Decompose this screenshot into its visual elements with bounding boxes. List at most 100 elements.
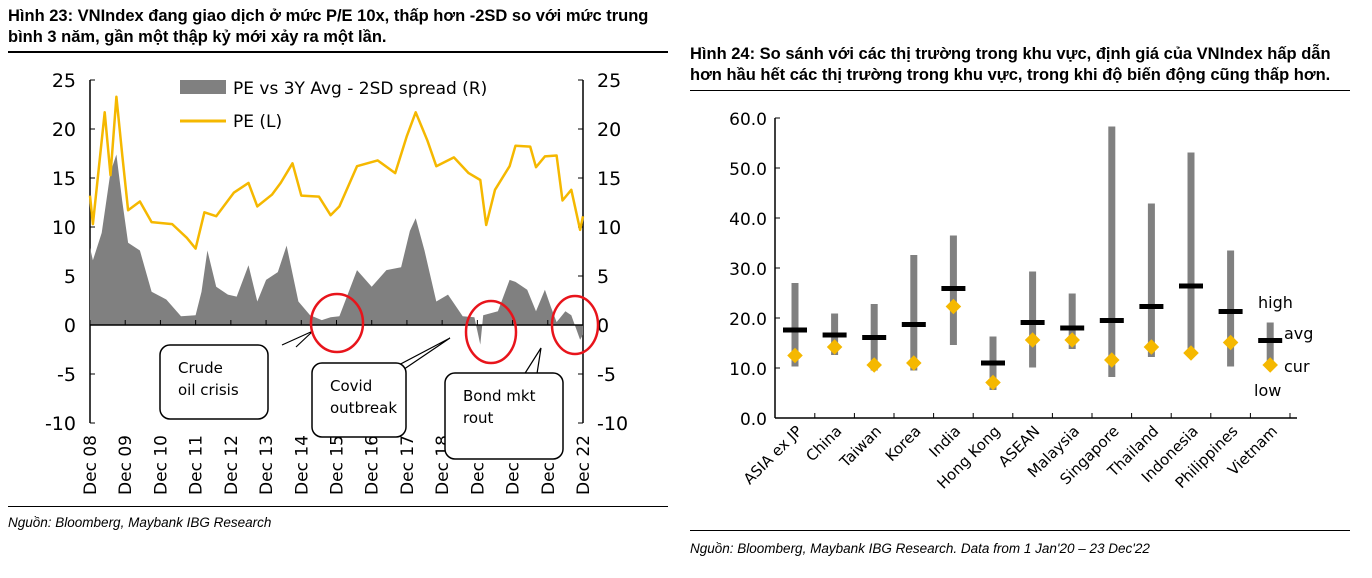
- current-marker: [985, 374, 1001, 391]
- range-bar: [1147, 203, 1155, 357]
- range-bar: [1068, 293, 1076, 349]
- spread-area: [90, 154, 583, 345]
- y-tick-label: 30.0: [729, 260, 767, 280]
- current-marker: [1143, 339, 1160, 355]
- x-tick-label: Dec 09: [116, 435, 136, 495]
- right-tick-label: -10: [597, 413, 628, 435]
- left-tick-label: 15: [52, 168, 76, 190]
- current-marker: [866, 357, 882, 373]
- x-tick-label: Dec 13: [257, 435, 277, 495]
- current-marker: [906, 355, 922, 371]
- avg-marker: [901, 322, 926, 327]
- y-tick-label: 40.0: [729, 210, 767, 230]
- highlight-circle: [550, 294, 600, 356]
- left-tick-label: 10: [52, 217, 76, 239]
- callout-text: rout: [463, 409, 494, 427]
- callout-text: Crude: [178, 359, 223, 377]
- avg-marker: [1179, 283, 1203, 289]
- right-source-note: Nguồn: Bloomberg, Maybank IBG Research. …: [690, 530, 1350, 556]
- callout-text: oil crisis: [178, 381, 239, 399]
- callout-box: [311, 362, 407, 438]
- current-marker: [1262, 357, 1278, 373]
- highlight-circle: [464, 299, 518, 365]
- y-tick-label: 10.0: [729, 360, 767, 380]
- right-tick-label: 25: [597, 70, 621, 92]
- legend-pe-label: PE (L): [233, 112, 282, 132]
- left-tick-label: 20: [52, 119, 76, 141]
- right-tick-label: 10: [597, 217, 621, 239]
- avg-marker: [981, 360, 1005, 366]
- y-tick-label: 50.0: [729, 160, 767, 180]
- range-bar: [910, 255, 918, 371]
- x-tick-label: Dec 10: [151, 435, 171, 495]
- current-marker: [945, 298, 962, 315]
- x-tick-label: Dec 22: [574, 435, 594, 495]
- left-tick-label: -10: [45, 413, 76, 435]
- callout-box: [159, 344, 269, 420]
- y-tick-label: 20.0: [729, 310, 767, 330]
- left-source-note: Nguồn: Bloomberg, Maybank IBG Research: [8, 506, 668, 530]
- right-tick-label: -5: [597, 364, 616, 386]
- callout-pointer: [521, 347, 542, 381]
- x-tick-label: Dec 17: [398, 435, 418, 495]
- avg-marker: [783, 327, 807, 333]
- x-tick-label: Dec 08: [81, 435, 101, 495]
- x-tick-label: Dec 14: [292, 435, 312, 495]
- right-chart-title: Hình 24: So sánh với các thị trường tron…: [690, 44, 1350, 91]
- left-chart-title: Hình 23: VNIndex đang giao dịch ở mức P/…: [8, 6, 668, 53]
- current-marker: [787, 347, 803, 364]
- category-label: ASIA ex JP: [740, 422, 806, 488]
- avg-marker: [1020, 320, 1045, 325]
- avg-marker: [1218, 309, 1243, 314]
- x-tick-label: Dec 12: [222, 435, 242, 495]
- right-tick-label: 15: [597, 168, 621, 190]
- current-marker: [1222, 334, 1239, 351]
- avg-marker: [1258, 338, 1283, 343]
- avg-marker: [1099, 318, 1124, 323]
- legend-spread-swatch: [180, 80, 226, 94]
- current-marker: [826, 339, 843, 355]
- right-tick-label: 5: [597, 266, 609, 288]
- callout-box: [444, 372, 564, 460]
- avg-marker: [1139, 304, 1164, 309]
- range-bar: [1187, 152, 1195, 356]
- avg-marker: [941, 286, 966, 291]
- highlight-circle: [309, 292, 365, 354]
- category-label: Taiwan: [836, 422, 886, 472]
- legend-cur-label: cur: [1284, 357, 1310, 376]
- current-marker: [1183, 345, 1199, 361]
- current-marker: [1024, 332, 1041, 348]
- category-label: Korea: [882, 422, 925, 465]
- range-bar: [791, 283, 799, 367]
- left-tick-label: 5: [64, 266, 76, 288]
- range-bar: [1266, 322, 1274, 367]
- legend-avg-label: avg: [1284, 324, 1313, 343]
- x-tick-label: Dec 15: [328, 435, 348, 495]
- callout-text: Covid: [330, 377, 372, 395]
- x-tick-label: Dec 16: [363, 435, 383, 495]
- left-tick-label: 25: [52, 70, 76, 92]
- avg-marker: [822, 332, 847, 338]
- y-tick-label: 60.0: [729, 110, 767, 130]
- current-marker: [1064, 332, 1080, 348]
- legend-low-label: low: [1254, 381, 1281, 400]
- legend-spread-label: PE vs 3Y Avg - 2SD spread (R): [233, 79, 487, 99]
- left-tick-label: -5: [57, 364, 76, 386]
- range-bar: [1108, 126, 1116, 377]
- avg-marker: [862, 335, 887, 340]
- callout-text: outbreak: [330, 399, 397, 417]
- range-bar: [1029, 271, 1037, 368]
- range-bar: [1227, 250, 1235, 367]
- y-tick-label: 0.0: [740, 410, 767, 430]
- avg-marker: [1060, 325, 1085, 331]
- right-tick-label: 0: [597, 315, 609, 337]
- callout-text: Bond mkt: [463, 387, 536, 405]
- right-tick-label: 20: [597, 119, 621, 141]
- left-tick-label: 0: [64, 315, 76, 337]
- current-marker: [1104, 352, 1120, 368]
- x-tick-label: Dec 11: [187, 435, 207, 495]
- pe-line: [88, 95, 585, 250]
- legend-high-label: high: [1258, 293, 1293, 312]
